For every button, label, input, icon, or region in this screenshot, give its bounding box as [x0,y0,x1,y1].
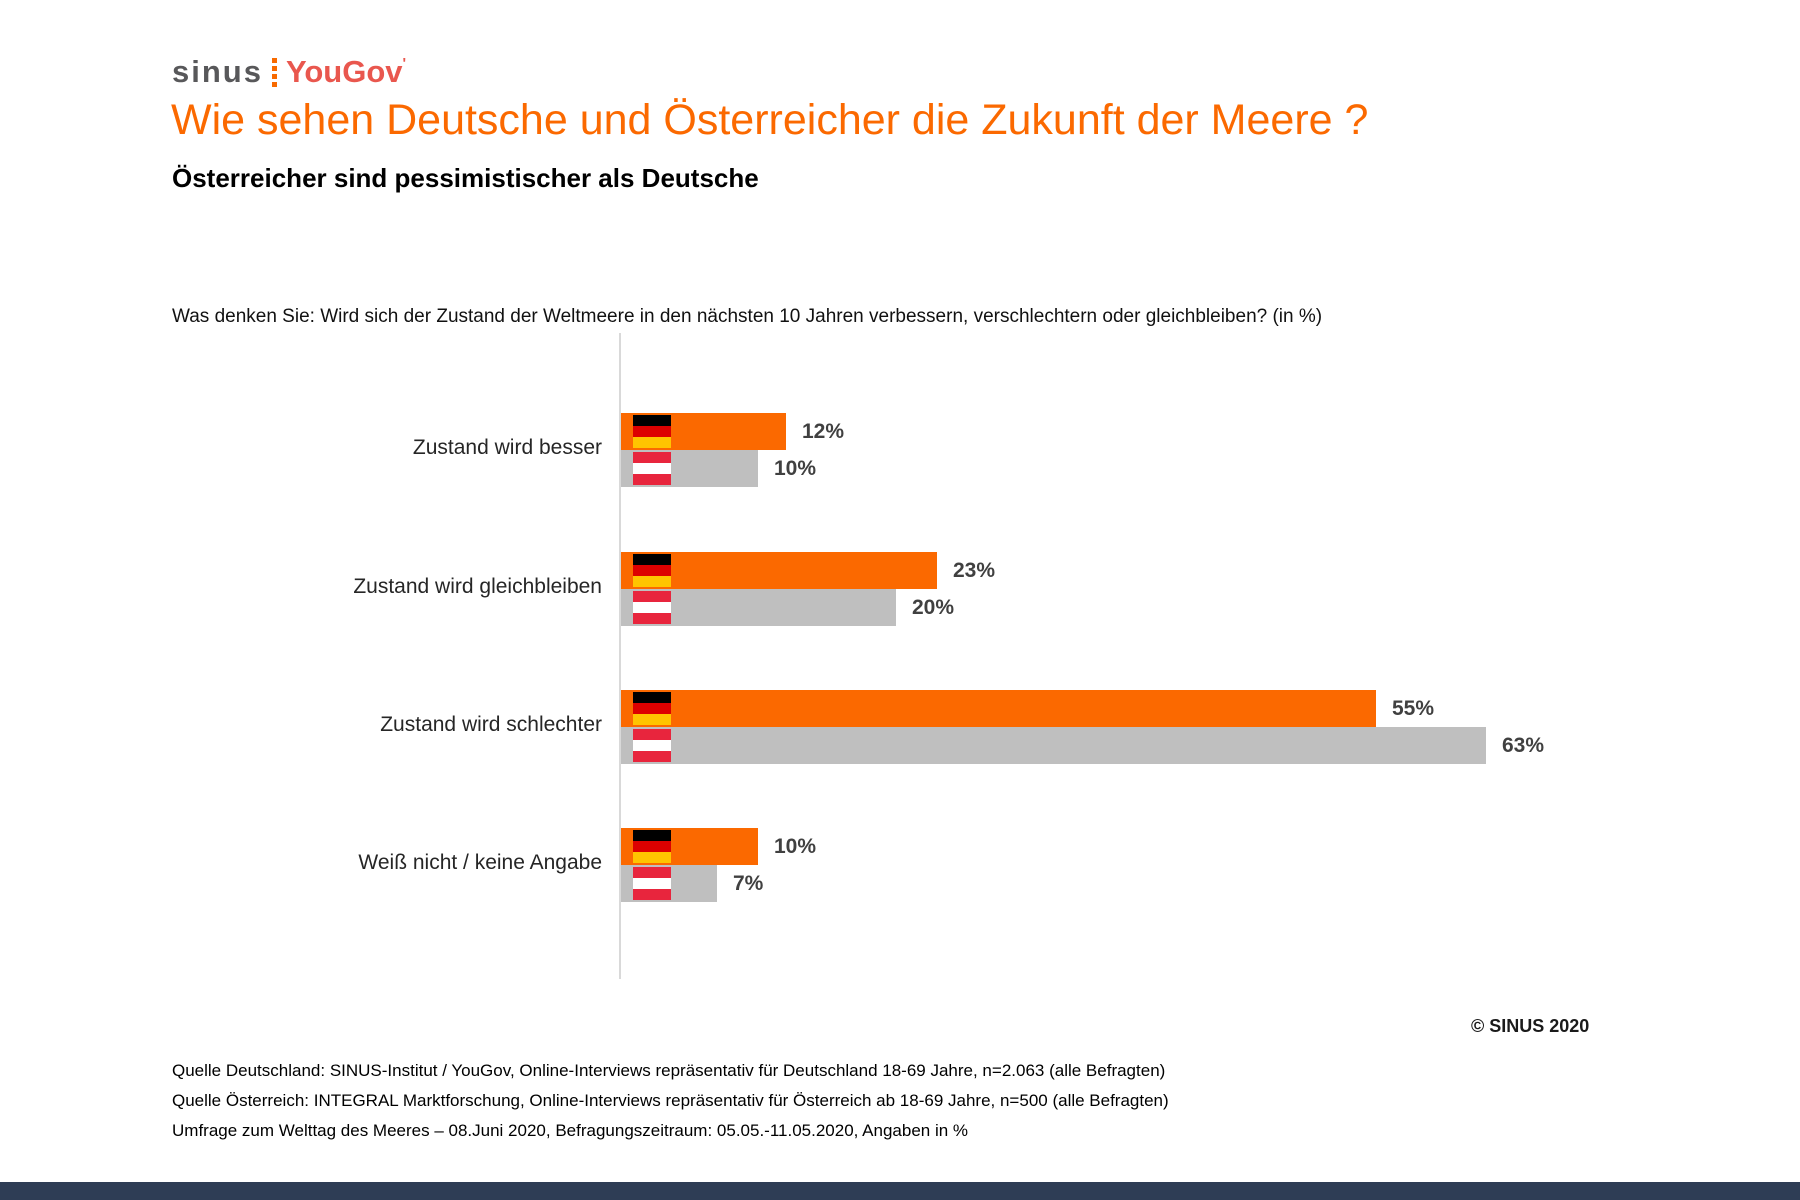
source-line-germany: Quelle Deutschland: SINUS-Institut / You… [172,1061,1166,1080]
category-label: Zustand wird besser [412,436,602,459]
bar-austria [621,727,1486,764]
bar-germany [621,413,786,450]
yougov-logo-text: YouGov' [285,54,407,89]
german-flag-icon [633,830,671,863]
category-label: Weiß nicht / keine Angabe [358,851,602,874]
german-flag-icon [633,554,671,587]
bottom-accent-bar [0,1182,1800,1200]
yougov-trademark-tick: ' [402,55,407,72]
value-label: 55% [1392,697,1435,720]
bar-austria [621,865,717,902]
bar-germany [621,690,1376,727]
value-label: 63% [1502,734,1545,757]
german-flag-icon [633,692,671,725]
chart-axis-line [619,333,621,979]
page-title: Wie sehen Deutsche und Österreicher die … [171,96,1369,144]
value-label: 12% [802,420,845,443]
austrian-flag-icon [633,591,671,624]
category-label: Zustand wird schlechter [380,713,602,736]
bar-germany [621,552,937,589]
german-flag-icon [633,415,671,448]
value-label: 10% [774,835,817,858]
value-label: 20% [912,596,955,619]
page-subtitle: Österreicher sind pessimistischer als De… [172,163,759,193]
austrian-flag-icon [633,729,671,762]
value-label: 23% [953,559,996,582]
survey-question: Was denken Sie: Wird sich der Zustand de… [172,306,1323,327]
category-label: Zustand wird gleichbleiben [353,575,602,598]
source-notes: Quelle Deutschland: SINUS-Institut / You… [172,1056,1169,1146]
sinus-logo-colon-icon [271,58,277,87]
copyright-notice: © SINUS 2020 [1471,1016,1590,1036]
bar-germany [621,828,758,865]
value-label: 10% [774,457,817,480]
austrian-flag-icon [633,867,671,900]
source-line-austria: Quelle Österreich: INTEGRAL Marktforschu… [172,1091,1169,1110]
bar-austria [621,450,758,487]
bar-austria [621,589,896,626]
value-label: 7% [733,872,764,895]
sinus-logo-text: sinus [172,54,263,89]
source-line-survey-info: Umfrage zum Welttag des Meeres – 08.Juni… [172,1121,969,1140]
sinus-yougov-logo: sinus YouGov' [172,56,406,87]
austrian-flag-icon [633,452,671,485]
